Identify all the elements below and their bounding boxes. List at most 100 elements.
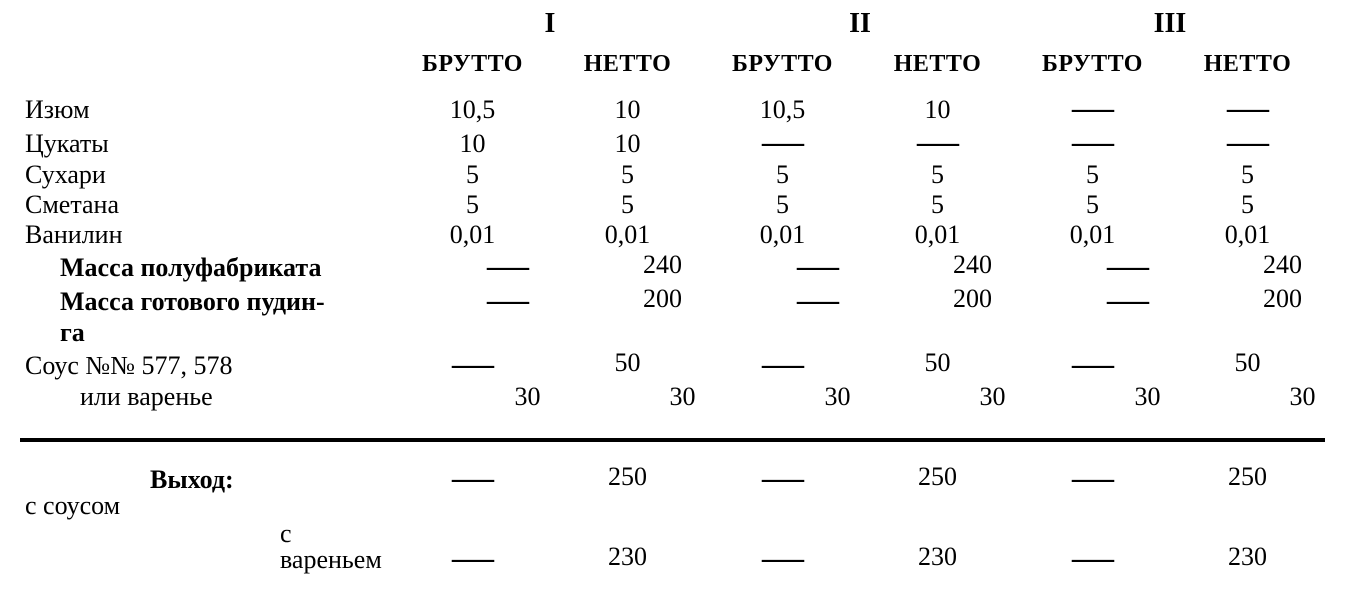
table-cell: 200 [585,286,740,316]
table-cell: 0,01 [395,222,550,248]
subheader-net-1: НЕТТО [550,52,705,76]
group-header-2: II [705,10,1015,38]
table-row: Изюм10,51010,510—— [20,94,1325,124]
table-cell: 230 [1170,544,1325,574]
dash-icon: — [487,286,529,316]
table-cell: 5 [550,162,705,188]
table-cell: 230 [860,544,1015,574]
cell-group: 0,010,01 [1015,222,1325,248]
table-cell: 30 [1070,384,1225,410]
table-cell: 250 [550,464,705,494]
output-label: Выход: с соусом [20,467,395,519]
table-cell: 230 [550,544,705,574]
dash-icon: — [1072,128,1114,158]
table-row: Масса полуфабриката—240—240—240 [20,252,1325,282]
table-cell: — [395,464,550,494]
table-cell: 0,01 [705,222,860,248]
cell-group: —200 [1050,286,1345,316]
sub-header-row: БРУТТО НЕТТО БРУТТО НЕТТО БРУТТО НЕТТО [20,52,1325,76]
cell-group: — 200 [430,286,740,316]
table-cell: 0,01 [1015,222,1170,248]
group-header-row: I II III [20,10,1325,38]
cell-group: 55 [705,162,1015,188]
table-cell: — [705,464,860,494]
table-cell: — [1170,94,1325,124]
dash-icon: — [1227,128,1269,158]
table-cell: 5 [1015,192,1170,218]
table-row: Ванилин0,010,010,010,010,010,01 [20,222,1325,248]
cell-group: — 230 [705,544,1015,574]
table-cell: 0,01 [550,222,705,248]
table-cell: 50 [550,350,705,380]
cell-group: 55 [395,192,705,218]
table-cell: 10 [550,131,705,157]
subheader-gross-2: БРУТТО [705,52,860,76]
table-cell: 30 [915,384,1070,410]
group-header-3: III [1015,10,1325,38]
dash-icon: — [452,464,494,494]
table-cell: 10 [860,97,1015,123]
table-cell: 240 [585,252,740,282]
table-cell: 30 [1225,384,1345,410]
table-cell: 5 [1015,162,1170,188]
output-row: Выход: с соусом—250—250—250 [20,464,1325,519]
cell-group: —250 [705,464,1015,494]
cell-group: — 240 [1050,252,1345,282]
cell-group: —— [705,128,1015,158]
table-cell: — [1015,128,1170,158]
dash-icon: — [762,464,804,494]
table-cell: — [705,128,860,158]
table-cell: 240 [895,252,1050,282]
cell-group: 3030 [1070,384,1345,410]
table-row: Масса готового пудин-—200—200—200 [20,286,1325,316]
row-label: Цукаты [20,131,395,157]
row-label: Сметана [20,192,395,218]
table-cell: 5 [550,192,705,218]
cell-group: —50 [1015,350,1325,380]
body-rows: Изюм10,51010,510——Цукаты1010————Сухари55… [20,94,1325,410]
yield-variant: с вареньем [25,521,395,573]
table-cell: — [430,252,585,282]
dash-icon: — [762,350,804,380]
cell-group: 3030 [450,384,760,410]
table-cell: 10,5 [395,97,550,123]
table-cell: — [860,128,1015,158]
table-cell: — [1015,350,1170,380]
table-row: или варенье303030303030 [20,384,1325,410]
cell-group: 0,010,01 [395,222,705,248]
cell-group: —240 [740,252,1050,282]
table-row: га [20,320,1325,346]
table-cell: — [705,350,860,380]
subheader-group-3: БРУТТО НЕТТО [1015,52,1325,76]
table-cell: — [1015,544,1170,574]
dash-icon: — [1107,252,1149,282]
table-cell: — [1015,94,1170,124]
table-cell: — [740,286,895,316]
dash-icon: — [762,544,804,574]
dash-icon: — [797,286,839,316]
row-label: Ванилин [20,222,395,248]
table-cell: 5 [860,192,1015,218]
subheader-net-2: НЕТТО [860,52,1015,76]
yield-variant: с соусом [25,493,120,519]
table-cell: 5 [1170,162,1325,188]
cell-group: 55 [705,192,1015,218]
dash-icon: — [1227,94,1269,124]
subheader-group-1: БРУТТО НЕТТО [395,52,705,76]
dash-icon: — [1072,544,1114,574]
row-label: Сухари [20,162,395,188]
cell-group: 55 [1015,192,1325,218]
table-cell: — [705,544,860,574]
cell-group: 3030 [760,384,1070,410]
table-cell: 30 [450,384,605,410]
cell-group: 0,010,01 [705,222,1015,248]
table-cell: 240 [1205,252,1345,282]
subheader-gross-3: БРУТТО [1015,52,1170,76]
cell-group: —240 [430,252,740,282]
row-label: Масса полуфабриката [20,255,430,281]
output-rows: Выход: с соусом—250—250—250с вареньем—23… [20,464,1325,574]
dash-icon: — [1072,464,1114,494]
cell-group: —— [1015,128,1325,158]
table-cell: 0,01 [1170,222,1325,248]
table-cell: 250 [1170,464,1325,494]
